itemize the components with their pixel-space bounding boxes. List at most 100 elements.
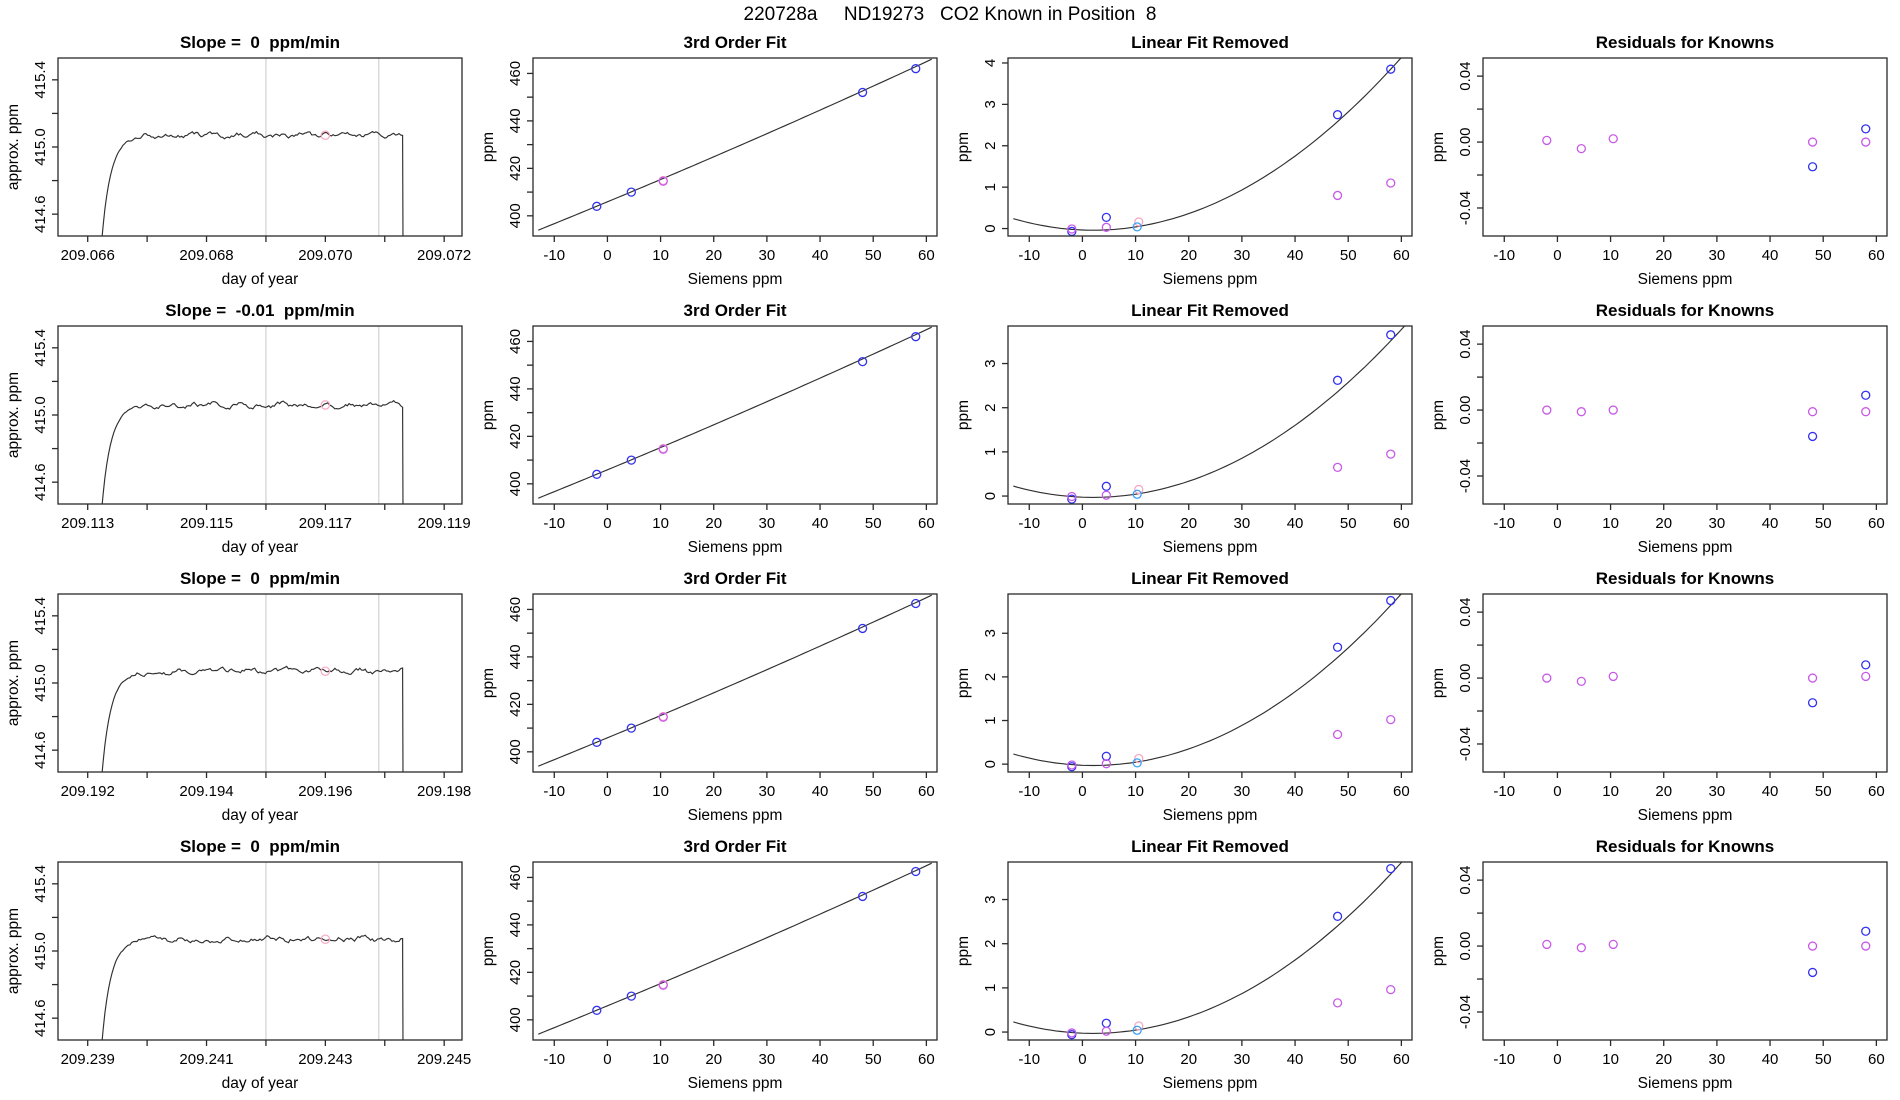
data-point (1132, 758, 1142, 768)
y-tick-label: 3 (982, 629, 999, 637)
panel-title: Slope = -0.01 ppm/min (165, 301, 354, 320)
x-tick-label: -10 (1018, 515, 1040, 532)
y-axis-label: ppm (1430, 132, 1447, 162)
data-point (1861, 124, 1871, 134)
x-tick-label: 20 (705, 783, 722, 800)
y-tick-label: 3 (982, 359, 999, 367)
x-tick-label: 209.117 (299, 515, 352, 532)
y-axis-label: ppm (480, 400, 497, 430)
plot-box (1482, 57, 1888, 237)
plot-box (1007, 57, 1413, 237)
plot-area (538, 58, 932, 231)
x-tick-label: 10 (1602, 783, 1619, 800)
x-tick-label: 50 (1815, 515, 1832, 532)
data-point (1608, 134, 1618, 144)
x-tick-label: 50 (865, 515, 882, 532)
x-tick-label: 20 (705, 1051, 722, 1068)
x-tick-label: -10 (1018, 247, 1040, 264)
data-point (857, 891, 868, 902)
row3-third-order-fit-panel: -10 0 10 20 30 40 50 60 400 420 440 460 3rd Order Fi… (480, 569, 938, 824)
x-tick-label: 50 (1340, 1051, 1357, 1068)
y-tick-label: 0.04 (1457, 866, 1474, 895)
data-point (1101, 759, 1111, 769)
curve-path (101, 399, 404, 504)
x-tick-label: 209.066 (61, 247, 115, 264)
y-axis-label: ppm (480, 936, 497, 966)
data-point (1332, 642, 1343, 652)
x-axis-label: day of year (222, 539, 299, 556)
data-point (1067, 494, 1077, 504)
data-point (1542, 673, 1552, 683)
plot-area (1013, 58, 1402, 231)
x-axis-label: Siemens ppm (1638, 539, 1733, 556)
x-tick-label: 30 (1709, 1051, 1726, 1068)
y-tick-label: 0.04 (1457, 330, 1474, 359)
y-tick-label: 414.6 (32, 463, 49, 501)
row3-residuals-panel: -10 0 10 20 30 40 50 60 -0.04 0.00 0.04 Residuals f… (1430, 569, 1888, 824)
plot-box (57, 325, 463, 505)
y-tick-label: 415.0 (32, 396, 49, 434)
x-tick-label: 20 (1180, 783, 1197, 800)
data-point (592, 1005, 602, 1015)
x-tick-label: 60 (1393, 783, 1410, 800)
x-tick-label: 30 (1234, 247, 1251, 264)
x-tick-label: -10 (543, 1051, 565, 1068)
curve-path (101, 934, 404, 1040)
data-point (1807, 941, 1818, 951)
y-tick-label: 0 (982, 760, 999, 768)
data-point (1386, 330, 1396, 340)
x-tick-label: 209.070 (298, 247, 352, 264)
y-tick-label: 415.4 (32, 597, 49, 635)
plot-area (101, 934, 404, 1040)
data-point (626, 991, 636, 1001)
row2-timeseries-panel: 209.113 209.115 209.117 209.119 414.6 415.0 41… (5, 301, 471, 556)
data-point (1101, 212, 1111, 223)
y-axis-label: ppm (480, 132, 497, 162)
data-point (1132, 222, 1142, 232)
curve-path (1013, 326, 1406, 498)
x-axis-label: day of year (222, 1075, 299, 1092)
y-tick-label: 400 (507, 471, 524, 496)
y-tick-label: 0.00 (1457, 395, 1474, 424)
data-point (658, 444, 668, 454)
data-point (1132, 1025, 1142, 1035)
x-axis-label: Siemens ppm (1163, 271, 1258, 288)
panel-title: Residuals for Knowns (1596, 33, 1775, 52)
x-tick-label: 0 (1553, 247, 1561, 264)
plot-box (1482, 861, 1888, 1041)
data-point (592, 201, 602, 211)
y-tick-label: 0 (982, 224, 999, 232)
plot-area (538, 862, 932, 1035)
scatter-points (1542, 660, 1871, 708)
data-point (1807, 407, 1818, 417)
panel-title: Slope = 0 ppm/min (180, 837, 340, 856)
curve-path (1013, 58, 1402, 231)
x-tick-label: 60 (1393, 515, 1410, 532)
x-tick-label: 30 (759, 1051, 776, 1068)
y-tick-label: 3 (982, 100, 999, 108)
y-tick-label: 420 (507, 692, 524, 717)
data-point (911, 598, 921, 609)
y-axis-label: ppm (1430, 400, 1447, 430)
plot-box (532, 593, 938, 773)
y-tick-label: 414.6 (32, 195, 49, 233)
y-tick-label: 0.00 (1457, 931, 1474, 960)
panel-title: Residuals for Knowns (1596, 837, 1775, 856)
x-tick-label: 40 (1762, 247, 1779, 264)
panel-title: 3rd Order Fit (684, 569, 787, 588)
y-tick-label: 0.00 (1457, 663, 1474, 692)
panel-title: Linear Fit Removed (1131, 837, 1289, 856)
y-tick-label: 1 (982, 448, 999, 456)
plot-box (1007, 593, 1413, 773)
plot-box (57, 57, 463, 237)
x-tick-label: 30 (1234, 515, 1251, 532)
x-tick-label: 40 (1287, 515, 1304, 532)
data-point (1542, 939, 1552, 950)
x-tick-label: 60 (1868, 1051, 1885, 1068)
scatter-points (592, 598, 921, 747)
flag-marker (320, 130, 331, 141)
x-tick-label: 40 (812, 783, 829, 800)
curve-path (538, 862, 932, 1035)
y-axis-label: ppm (955, 936, 972, 966)
